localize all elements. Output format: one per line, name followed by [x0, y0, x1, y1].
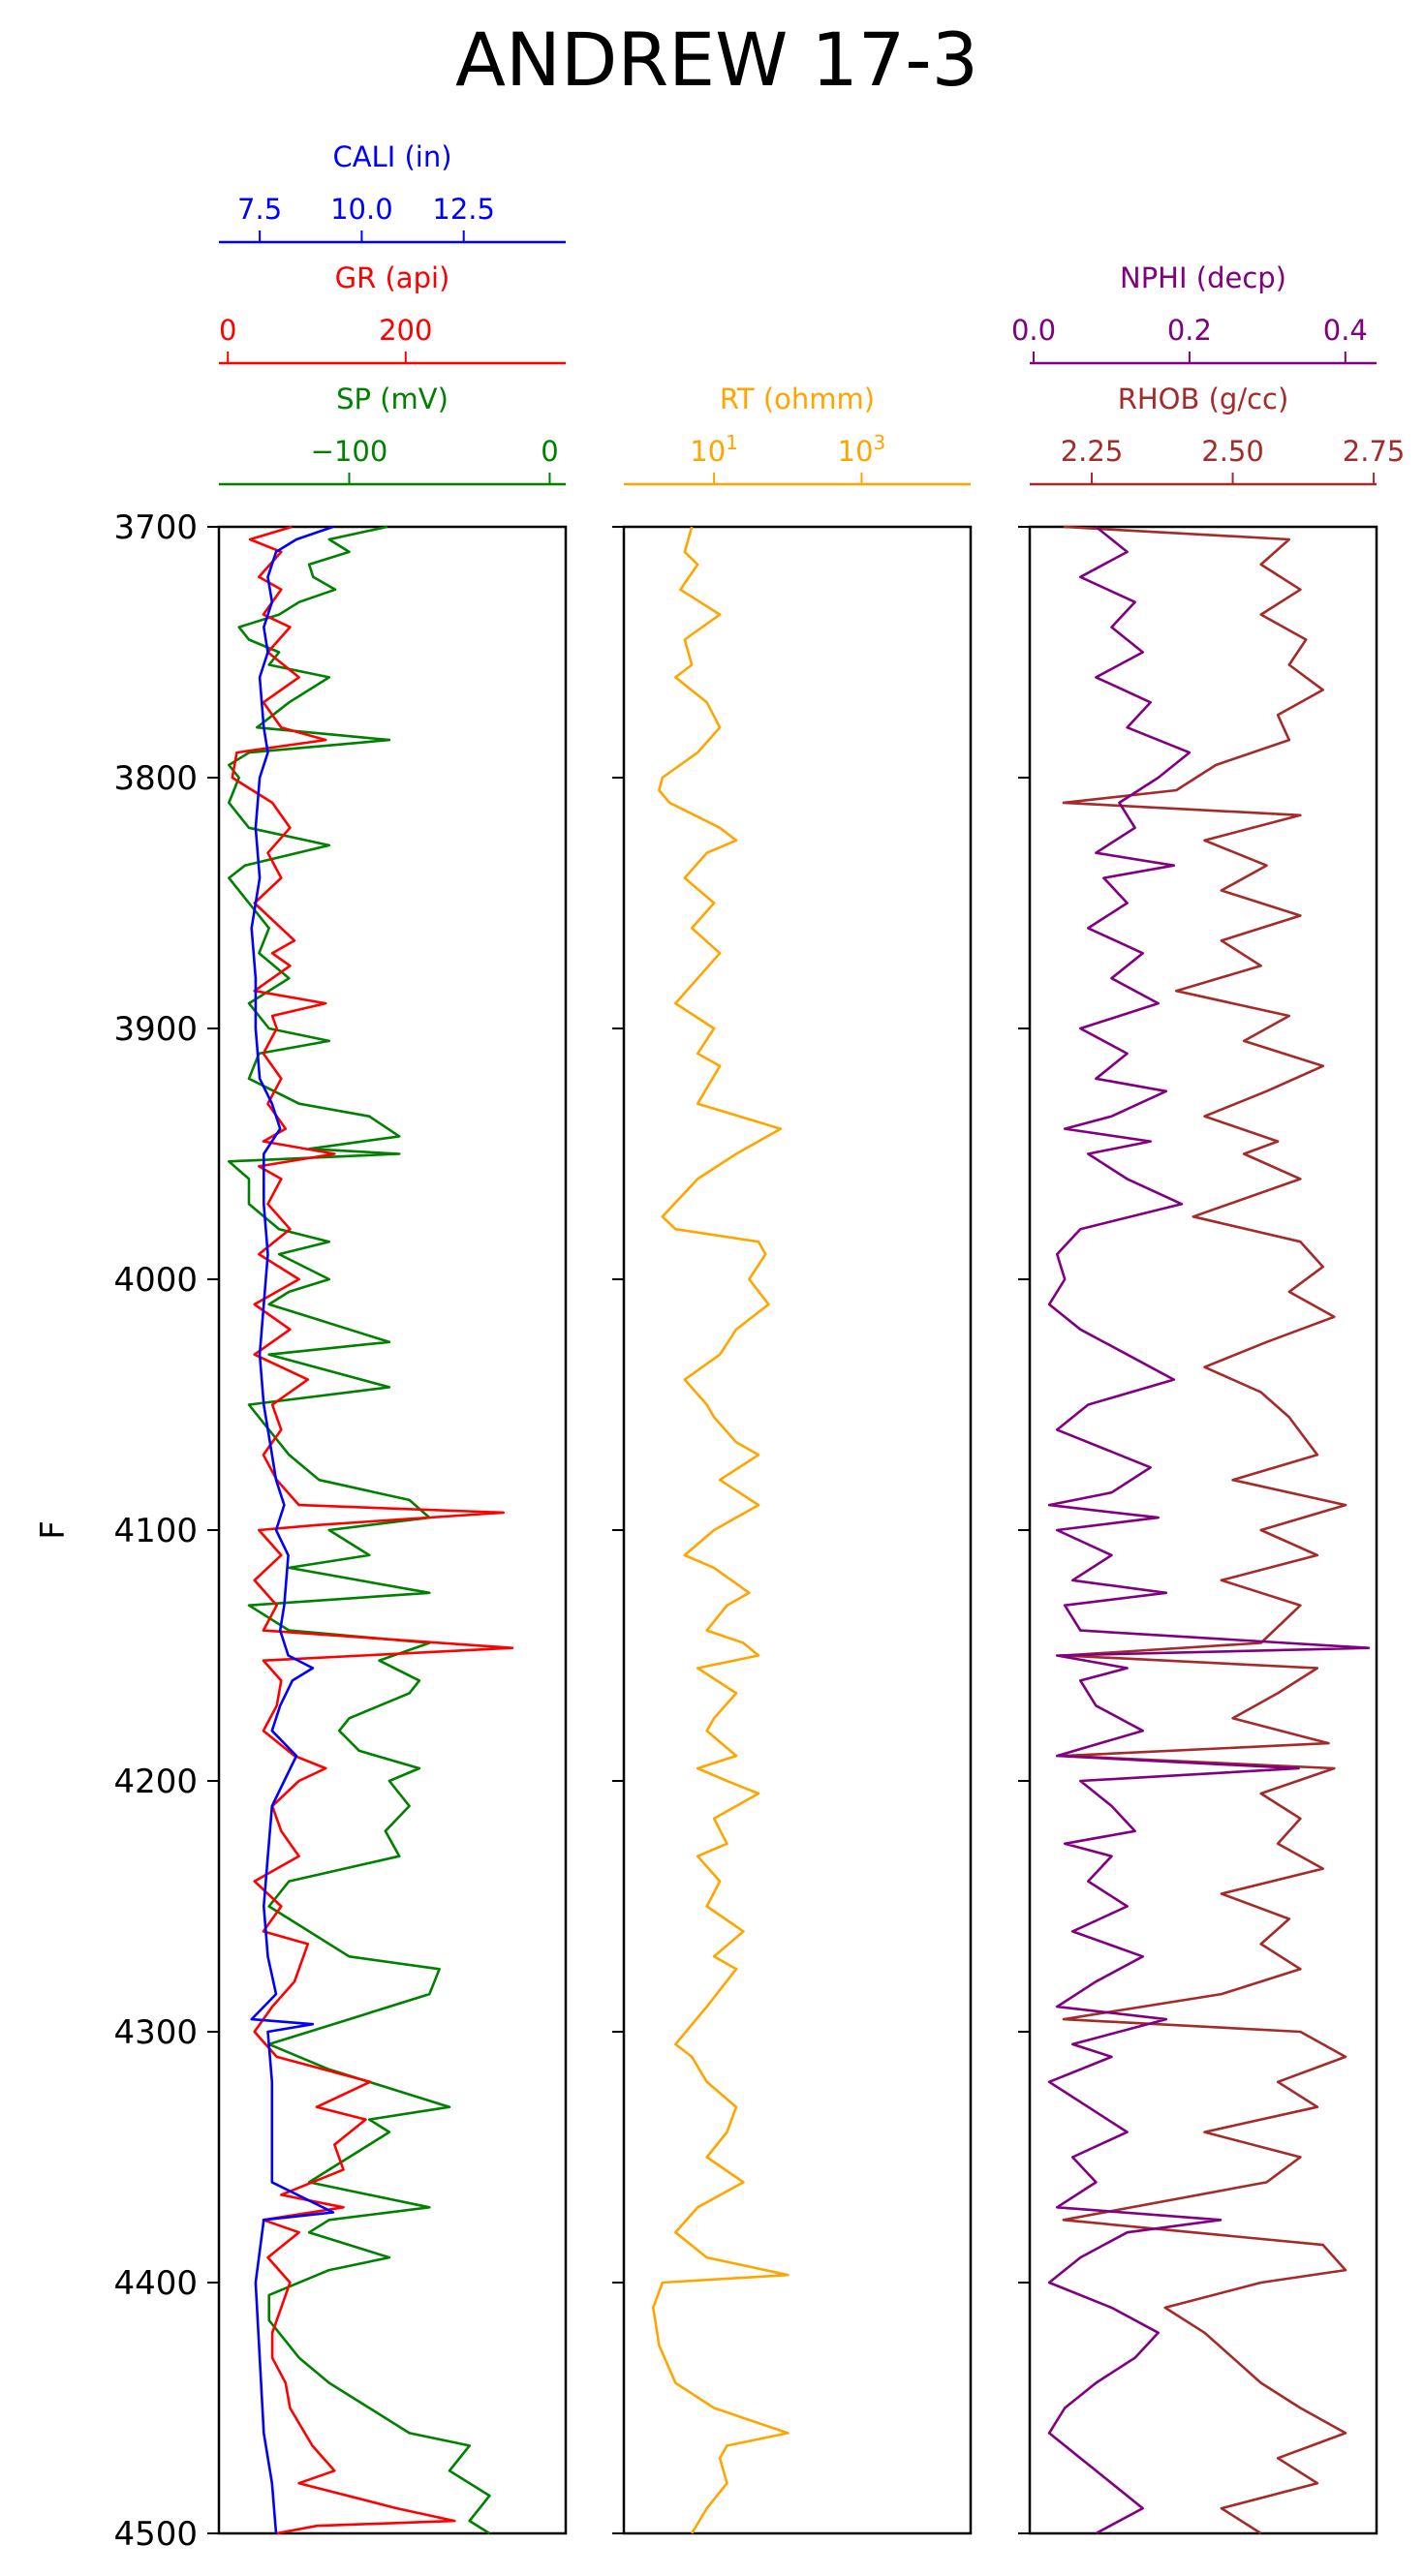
axis-tick-label: 10.0 — [330, 193, 393, 226]
curve-nphi — [1047, 525, 1371, 2535]
axis-tick-label: 103 — [838, 431, 886, 468]
curve-rt — [651, 526, 789, 2534]
depth-tick-label: 4300 — [113, 2013, 198, 2052]
axis-tick-label: 0 — [219, 314, 236, 347]
axis-tick-label: 7.5 — [237, 193, 282, 226]
depth-tick-label: 3900 — [113, 1010, 198, 1049]
axis-title: CALI (in) — [332, 140, 451, 173]
axis-title: GR (api) — [335, 261, 450, 294]
depth-tick-label: 3800 — [113, 759, 198, 798]
depth-tick-label: 4200 — [113, 1763, 198, 1801]
chart-title: ANDREW 17-3 — [455, 16, 978, 103]
axis-tick-label: 2.25 — [1061, 435, 1124, 468]
axis-title: SP (mV) — [336, 383, 449, 415]
axis-title: NPHI (decp) — [1120, 261, 1286, 294]
axis-tick-exponent: 3 — [874, 431, 886, 454]
depth-tick-label: 4100 — [113, 1512, 198, 1550]
plot-area: 3700 3800 3900 4000 4100 4200 4300 4400 4500 7.5 1… — [113, 140, 1405, 2554]
axis-tick-label: 200 — [379, 314, 432, 347]
axis-tick-label: −100 — [311, 435, 388, 468]
depth-tick-label: 4000 — [113, 1261, 198, 1300]
axis-tick-exponent: 1 — [726, 431, 738, 454]
axis-title: RT (ohmm) — [720, 383, 875, 415]
axis-tick-label: 2.75 — [1343, 435, 1406, 468]
axis-tick-label: 101 — [690, 431, 738, 468]
curve-cali — [250, 525, 335, 2534]
depth-tick-label: 4400 — [113, 2264, 198, 2303]
curve-rhob — [1062, 525, 1347, 2535]
curve-gr — [231, 525, 514, 2535]
axis-tick-label: 0 — [541, 435, 558, 468]
y-axis-label: F — [34, 1520, 73, 1540]
axis-tick-label: 0.0 — [1011, 314, 1056, 347]
axis-tick-label: 0.4 — [1323, 314, 1368, 347]
axis-title: RHOB (g/cc) — [1118, 383, 1289, 415]
depth-tick-label: 3700 — [113, 508, 198, 547]
axis-tick-label: 12.5 — [432, 193, 495, 226]
depth-tick-label: 4500 — [113, 2515, 198, 2554]
axis-tick-label: 0.2 — [1167, 314, 1212, 347]
axis-tick-label: 2.50 — [1201, 435, 1264, 468]
